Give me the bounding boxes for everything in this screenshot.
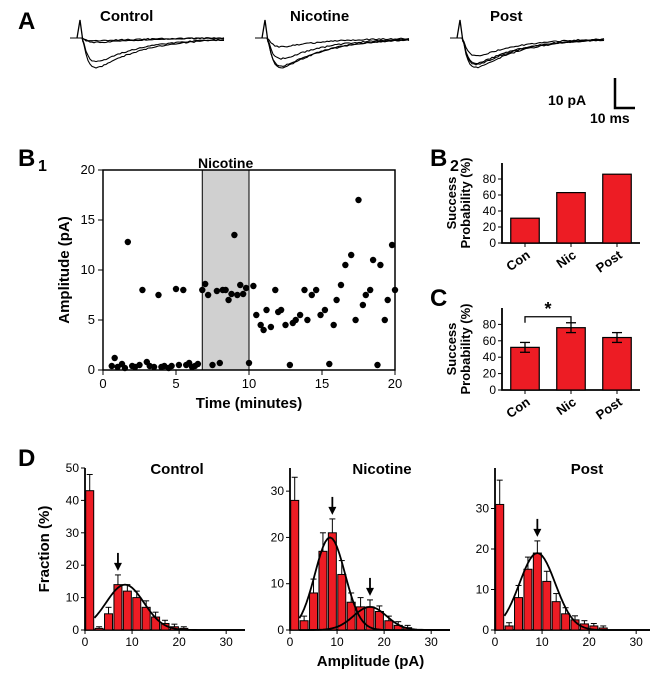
- svg-text:20: 20: [271, 530, 285, 544]
- svg-text:10: 10: [476, 583, 490, 597]
- svg-text:Time (minutes): Time (minutes): [196, 395, 302, 412]
- panel-b2-plot: 0 20 40 60 80 Con Nic Post SuccessProbability (%…: [440, 155, 650, 275]
- svg-text:0: 0: [88, 362, 95, 377]
- panel-b1-sub: 1: [38, 158, 47, 176]
- svg-text:10: 10: [271, 577, 285, 591]
- svg-text:0: 0: [489, 383, 496, 397]
- panel-a-scale-y: 10 pA: [548, 92, 586, 108]
- panel-b1-plot: Nicotine 0 5 10 15 20 0 5 10 15 20 Time (minutes) Am…: [55, 155, 405, 415]
- svg-text:15: 15: [81, 212, 95, 227]
- svg-text:30: 30: [66, 526, 80, 540]
- svg-text:0: 0: [287, 635, 294, 649]
- svg-text:20: 20: [66, 558, 80, 572]
- svg-text:20: 20: [81, 162, 95, 177]
- svg-text:10: 10: [81, 262, 95, 277]
- svg-text:20: 20: [476, 542, 490, 556]
- panel-a-title-2: Post: [490, 8, 523, 25]
- svg-text:Nicotine: Nicotine: [352, 461, 411, 478]
- svg-text:0: 0: [277, 623, 284, 637]
- svg-text:Probability (%): Probability (%): [458, 157, 473, 248]
- svg-text:Con: Con: [503, 247, 532, 274]
- svg-text:10: 10: [242, 376, 256, 391]
- svg-text:10: 10: [125, 635, 139, 649]
- svg-text:0: 0: [99, 376, 106, 391]
- svg-text:Amplitude (pA): Amplitude (pA): [317, 653, 424, 670]
- svg-text:Fraction (%): Fraction (%): [36, 506, 53, 593]
- svg-text:Post: Post: [593, 247, 625, 275]
- svg-text:5: 5: [88, 312, 95, 327]
- svg-text:Post: Post: [593, 394, 625, 423]
- svg-text:30: 30: [424, 635, 438, 649]
- svg-text:30: 30: [629, 635, 643, 649]
- svg-text:20: 20: [172, 635, 186, 649]
- svg-text:80: 80: [483, 317, 497, 331]
- panel-a-traces: [45, 8, 635, 128]
- svg-text:0: 0: [72, 623, 79, 637]
- svg-text:10: 10: [535, 635, 549, 649]
- svg-text:0: 0: [482, 623, 489, 637]
- svg-text:40: 40: [483, 204, 497, 218]
- svg-text:30: 30: [219, 635, 233, 649]
- svg-text:Nicotine: Nicotine: [198, 155, 253, 171]
- svg-text:0: 0: [489, 236, 496, 250]
- svg-text:15: 15: [315, 376, 329, 391]
- svg-text:30: 30: [271, 484, 285, 498]
- svg-text:40: 40: [483, 350, 497, 364]
- svg-text:Post: Post: [571, 461, 604, 478]
- svg-text:20: 20: [582, 635, 596, 649]
- svg-text:5: 5: [172, 376, 179, 391]
- svg-text:20: 20: [483, 367, 497, 381]
- panel-a-title-0: Control: [100, 8, 153, 25]
- svg-text:Amplitude (pA): Amplitude (pA): [56, 216, 73, 323]
- svg-text:20: 20: [388, 376, 402, 391]
- svg-text:Control: Control: [150, 461, 203, 478]
- svg-text:50: 50: [66, 461, 80, 475]
- svg-text:Nic: Nic: [554, 247, 579, 271]
- svg-text:20: 20: [377, 635, 391, 649]
- panel-a-scale-x: 10 ms: [590, 110, 630, 126]
- svg-text:30: 30: [476, 502, 490, 516]
- svg-text:0: 0: [82, 635, 89, 649]
- svg-text:Con: Con: [503, 394, 532, 421]
- svg-text:80: 80: [483, 172, 497, 186]
- svg-text:10: 10: [66, 591, 80, 605]
- svg-text:Probability (%): Probability (%): [458, 303, 473, 394]
- svg-text:60: 60: [483, 188, 497, 202]
- panel-d-plots: 0 10 20 30 40 50 0 10 20 30 Control Fraction (%) 0 10…: [30, 450, 650, 690]
- svg-text:60: 60: [483, 334, 497, 348]
- svg-text:Success: Success: [444, 323, 459, 376]
- svg-text:Success: Success: [444, 177, 459, 230]
- svg-text:Nic: Nic: [554, 394, 579, 418]
- svg-text:10: 10: [330, 635, 344, 649]
- panel-a-title-1: Nicotine: [290, 8, 349, 25]
- svg-text:*: *: [544, 299, 551, 319]
- panel-a-label: A: [18, 8, 35, 36]
- svg-text:20: 20: [483, 220, 497, 234]
- svg-text:0: 0: [492, 635, 499, 649]
- panel-c-plot: 0 20 40 60 80 Con Nic Post * SuccessProbability (…: [440, 290, 650, 425]
- panel-b-label: B: [18, 145, 35, 173]
- svg-text:40: 40: [66, 493, 80, 507]
